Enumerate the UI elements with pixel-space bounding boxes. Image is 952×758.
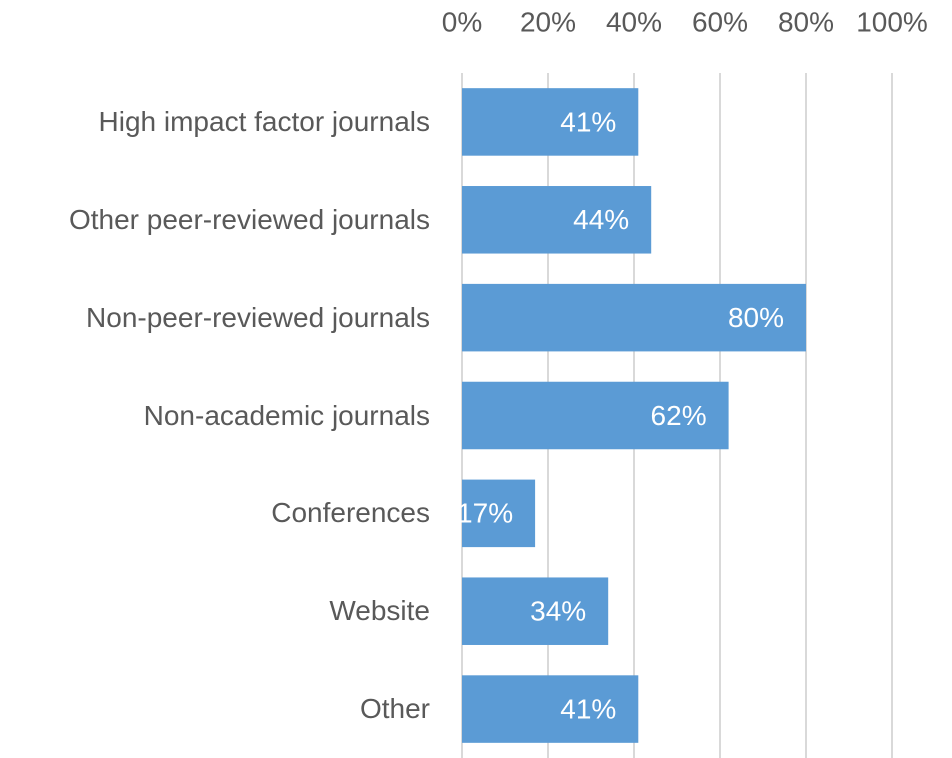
y-tick-label: Other bbox=[359, 693, 430, 725]
y-tick-label: Non-academic journals bbox=[143, 399, 430, 431]
y-tick-label: Non-peer-reviewed journals bbox=[86, 301, 430, 333]
y-tick-label: Website bbox=[329, 595, 430, 627]
data-label: 41% bbox=[560, 693, 616, 724]
bar bbox=[462, 186, 652, 254]
data-label: 44% bbox=[573, 204, 629, 235]
bar bbox=[462, 283, 806, 352]
x-tick-label: 20% bbox=[520, 6, 576, 37]
bar bbox=[462, 479, 536, 548]
y-tick-label: High impact factor journals bbox=[98, 105, 430, 137]
x-tick-label: 40% bbox=[606, 6, 662, 37]
data-label: 34% bbox=[530, 596, 586, 627]
bar bbox=[462, 381, 729, 450]
x-tick-label: 100% bbox=[856, 6, 928, 37]
bar bbox=[462, 577, 609, 645]
bar bbox=[462, 88, 639, 156]
x-tick-label: 80% bbox=[778, 6, 834, 37]
data-label: 62% bbox=[651, 400, 707, 431]
bar bbox=[462, 675, 639, 743]
y-tick-label: Conferences bbox=[271, 497, 430, 529]
y-tick-label: Other peer-reviewed journals bbox=[68, 203, 430, 235]
data-label: 17% bbox=[457, 498, 513, 529]
x-tick-label: 0% bbox=[442, 6, 482, 37]
data-label: 80% bbox=[728, 302, 784, 333]
data-label: 41% bbox=[560, 106, 616, 137]
x-tick-label: 60% bbox=[692, 6, 748, 37]
